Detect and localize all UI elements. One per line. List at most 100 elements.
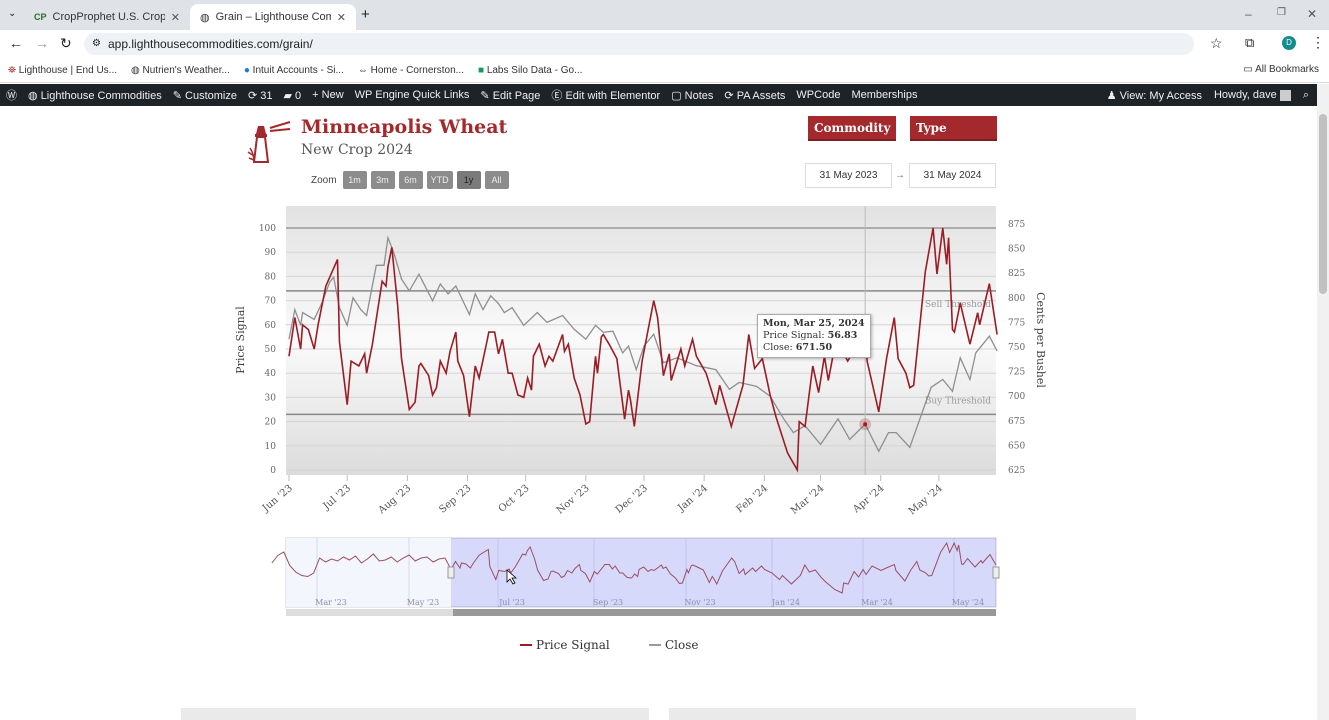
wp-updates[interactable]: ⟳ 31 [247,89,273,102]
tooltip-date: Mon, Mar 25, 2024 [763,318,865,329]
wp-edit-page[interactable]: ✎ Edit Page [480,89,541,102]
site-info-icon[interactable]: ⚙ [92,38,101,49]
tab-cropprophet[interactable]: CP CropProphet U.S. Crop Impact ✕ [24,4,190,30]
bookmark-label: Labs Silo Data - Go... [486,64,583,76]
forward-icon[interactable]: → [35,35,49,51]
extensions-icon[interactable]: ⧉ [1245,35,1255,50]
menu-icon[interactable]: ⋮ [1311,34,1325,50]
x-tick-label: Mar '24 [789,483,826,517]
mouse-cursor-icon [506,569,518,585]
navigator-tick-label: Sep '23 [593,598,623,607]
navigator-tick-label: Jul '23 [498,598,525,607]
legend-price-signal[interactable]: Price Signal [520,638,610,652]
zoom-1y-button[interactable]: 1y [456,171,481,189]
navigator-tick-label: Nov '23 [684,598,715,607]
zoom-all-button[interactable]: All [484,171,509,189]
close-tab-icon[interactable]: ✕ [336,11,346,24]
zoom-6m-button[interactable]: 6m [398,171,423,189]
tooltip-close-label: Close: [763,342,796,353]
bookmark-item[interactable]: ■ Labs Silo Data - Go... [477,64,583,76]
y-tick-label: 60 [265,321,277,331]
navigator-handle-left[interactable] [447,566,455,579]
y2-tick-label: 875 [1008,220,1025,230]
date-from-input[interactable]: 31 May 2023 [805,163,892,188]
wp-pa-assets[interactable]: ⟳ PA Assets [724,89,786,102]
bookmark-item[interactable]: ● Intuit Accounts - Si... [243,64,344,76]
wp-search-icon[interactable]: ⌕ [1302,88,1309,101]
profile-avatar[interactable]: D [1282,36,1296,50]
tab-label: CropProphet U.S. Crop Impact [52,11,165,23]
y2-tick-label: 700 [1008,392,1025,402]
navigator-tick-label: May '23 [407,598,439,607]
tab-grain[interactable]: ◍ Grain – Lighthouse Commoditi ✕ [190,4,356,30]
wp-comments[interactable]: ▰ 0 [283,89,302,102]
page-scrollbar[interactable] [1317,84,1329,720]
back-icon[interactable]: ← [9,35,23,51]
wp-new[interactable]: + New [312,89,344,101]
label: Customize [185,89,237,102]
legend-label: Close [665,638,699,652]
zoom-3m-button[interactable]: 3m [370,171,395,189]
wp-howdy[interactable]: Howdy, dave [1214,89,1291,101]
bottom-panel-left [181,708,649,720]
label: Edit with Elementor [565,90,661,102]
type-button[interactable]: Type [910,116,997,141]
reload-icon[interactable]: ↻ [60,35,72,51]
wp-view-access[interactable]: ♟ View: My Access [1106,89,1202,102]
wp-elementor[interactable]: Ⓔ Edit with Elementor [551,90,661,102]
wp-memberships[interactable]: Memberships [851,89,918,101]
bookmark-item[interactable]: ⛯ Lighthouse | End Us... [8,64,117,76]
wp-customize[interactable]: ✎ Customize [172,89,237,102]
wordpress-icon[interactable]: Ⓦ [6,90,17,102]
label: Edit Page [492,89,541,102]
tab-label: Grain – Lighthouse Commoditi [215,11,331,23]
wp-wpcode[interactable]: WPCode [796,89,841,101]
navigator-unselected [286,538,451,607]
navigator-tick-label: May '24 [952,598,984,607]
y2-tick-label: 625 [1008,466,1025,476]
range-selector: Zoom 1m 3m 6m YTD 1y All [311,171,509,189]
address-bar-row: ← → ↻ ⚙ app.lighthousecommodities.com/gra… [0,30,1329,58]
bookmark-item[interactable]: ⇔ Home - Cornerston... [357,64,464,76]
legend-swatch [520,644,532,646]
label: New [321,89,344,101]
close-window-icon[interactable]: ✕ [1307,7,1318,21]
navigator-tick-label: Mar '24 [861,598,893,607]
url-input[interactable]: ⚙ app.lighthousecommodities.com/grain/ [84,33,1194,55]
navigator-tick-label: Jan '24 [771,598,800,607]
bookmark-item[interactable]: ◍ Nutrien's Weather... [131,64,230,76]
legend-close[interactable]: Close [649,638,699,652]
bookmark-label: Intuit Accounts - Si... [252,64,344,76]
wp-engine-links[interactable]: WP Engine Quick Links [354,89,470,101]
label: Notes [684,89,714,102]
label: PA Assets [736,89,786,102]
x-tick-label: Jan '24 [675,483,710,515]
label: View: My Access [1119,89,1202,102]
wp-site-link[interactable]: ◍ Lighthouse Commodities [28,89,162,102]
navigator-selection [451,538,996,607]
y-tick-label: 70 [265,297,277,307]
restore-icon[interactable]: ❐ [1277,7,1286,18]
minimize-icon[interactable]: – [1245,7,1252,21]
new-tab-icon[interactable]: + [361,6,370,23]
zoom-1m-button[interactable]: 1m [342,171,367,189]
label: 31 [260,89,273,102]
navigator-scrollbar-thumb[interactable] [453,609,996,616]
navigator-handle-right[interactable] [992,566,1000,579]
wp-notes[interactable]: ▢ Notes [671,89,714,102]
tab-search-icon[interactable]: ⌄ [8,8,17,19]
wp-bar-right: ♟ View: My Access Howdy, dave ⌕ [1107,89,1317,102]
date-to-input[interactable]: 31 May 2024 [909,163,996,188]
y-tick-label: 50 [265,345,277,355]
all-bookmarks[interactable]: ▭ All Bookmarks [1243,64,1319,75]
label: Howdy, dave [1213,89,1277,101]
scrollbar-thumb[interactable] [1319,114,1327,294]
zoom-ytd-button[interactable]: YTD [426,171,453,189]
commodity-button[interactable]: Commodity [808,116,897,141]
bookmark-star-icon[interactable]: ☆ [1210,35,1223,51]
label: 0 [295,89,302,102]
close-tab-icon[interactable]: ✕ [170,11,180,24]
all-bookmarks-label: All Bookmarks [1255,64,1319,75]
x-tick-label: Sep '23 [437,483,473,516]
